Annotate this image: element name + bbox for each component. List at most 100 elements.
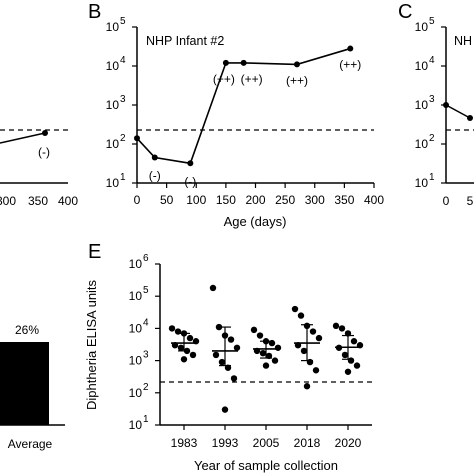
panel-e-data-point <box>271 357 279 364</box>
panel-e-data-point <box>168 325 176 332</box>
panel-e-y-tick-exponent: 2 <box>143 382 149 393</box>
panel-b-x-tick: 0 <box>134 193 141 207</box>
panel-c-y-tick: 10 <box>415 20 429 34</box>
panel-e-letter: E <box>88 241 101 263</box>
panel-e-y-tick: 10 <box>129 386 143 400</box>
panel-b-x-label: Age (days) <box>224 214 287 229</box>
panel-c-title: NH <box>454 34 472 48</box>
panel-e-data-point <box>256 332 264 339</box>
panel-e-y-tick-exponent: 6 <box>143 253 149 264</box>
panel-b-y-tick-exponent: 5 <box>120 16 126 27</box>
panel-e-data-point <box>291 305 299 313</box>
panel-e-data-point <box>306 358 314 366</box>
panel-d-value-label: 26% <box>15 323 39 337</box>
panel-a-series-line <box>0 132 46 144</box>
panel-e-data-point <box>347 357 355 364</box>
panel-a: (-) 300 350 400 <box>0 129 78 208</box>
panel-b-data-point <box>347 45 354 52</box>
panel-e-data-point <box>259 349 267 357</box>
panel-e-data-point <box>338 325 346 332</box>
panel-e-data-point <box>353 362 361 369</box>
panel-b-x-tick: 150 <box>216 193 236 207</box>
panel-b-data-point <box>222 59 229 66</box>
panel-b-annotation: (++) <box>241 72 263 86</box>
panel-b-y-tick-exponent: 1 <box>120 172 126 183</box>
panel-e-data-point <box>212 351 220 359</box>
panel-e-data-point <box>312 367 320 374</box>
panel-c-letter: C <box>398 1 412 23</box>
panel-c-point <box>467 115 473 121</box>
panel-a-point <box>42 130 48 136</box>
panel-e-data-point <box>177 344 185 351</box>
panel-b-y-tick-exponent: 2 <box>120 133 126 144</box>
panel-d-category-label: Average <box>8 437 53 451</box>
panel-b-y-tick: 10 <box>106 59 120 73</box>
panel-b-x-tick: 200 <box>245 193 265 207</box>
panel-e-y-tick: 10 <box>129 321 143 335</box>
panel-b-annotation: (-) <box>149 169 161 183</box>
panel-e-data-point <box>221 406 229 413</box>
panel-e-data-point <box>300 347 308 355</box>
panel-e-data-point <box>262 362 270 369</box>
panel-e-data-point <box>209 284 217 292</box>
panel-e-data-point <box>218 358 226 366</box>
panel-e-data-point <box>189 351 197 359</box>
panel-e-y-tick: 10 <box>129 289 143 303</box>
panel-e: E Diphtheria ELISA units Year of sample … <box>84 241 372 473</box>
panel-b-x-tick: 50 <box>160 193 174 207</box>
panel-e-data-point <box>227 336 235 343</box>
panel-e-data-point <box>309 328 317 335</box>
panel-e-data-point <box>230 375 238 382</box>
panel-b-title: NHP Infant #2 <box>146 34 224 48</box>
panel-e-y-tick-exponent: 4 <box>143 317 149 328</box>
panel-e-y-label: Diphtheria ELISA units <box>84 279 99 410</box>
panel-b-data-point <box>187 160 194 167</box>
panel-c-y-tick: 10 <box>415 59 429 73</box>
panel-e-x-tick: 1993 <box>212 436 239 450</box>
panel-c-y-tick-exponent: 5 <box>429 16 435 27</box>
panel-b-data-point <box>240 59 247 66</box>
panel-b-y-tick: 10 <box>106 20 120 34</box>
panel-d-bar <box>0 342 49 425</box>
panel-b-x-tick: 250 <box>275 193 295 207</box>
panel-b-y-tick-exponent: 4 <box>120 55 126 66</box>
panel-e-data-point <box>303 383 311 390</box>
panel-c-y-tick: 10 <box>415 137 429 151</box>
panel-e-x-tick: 1983 <box>171 436 198 450</box>
panel-e-y-tick-exponent: 5 <box>143 285 149 296</box>
panel-e-y-tick-exponent: 1 <box>143 414 149 425</box>
panel-e-y-tick: 10 <box>129 257 143 271</box>
panel-b-letter: B <box>88 1 101 23</box>
panel-e-data-point <box>186 334 194 342</box>
panel-c-y-tick-exponent: 1 <box>429 172 435 183</box>
panel-b-annotation: (++) <box>213 72 235 86</box>
panel-e-x-tick: 2005 <box>253 436 280 450</box>
panel-e-y-tick: 10 <box>129 354 143 368</box>
panel-b-annotation: (++) <box>339 58 361 72</box>
panel-e-x-label: Year of sample collection <box>194 458 338 473</box>
panel-b-data-point <box>293 61 300 68</box>
panel-e-data-point <box>341 351 349 359</box>
panel-b: B NHP Infant #2 Age (days) 10 110 210 310 41… <box>88 1 384 229</box>
panel-b-y-tick: 10 <box>106 137 120 151</box>
panel-d: 26% Average <box>0 323 65 451</box>
panel-b-x-tick: 300 <box>305 193 325 207</box>
panel-a-x-tick: 300 <box>0 194 16 208</box>
panel-e-data-point <box>332 322 340 330</box>
panel-e-y-tick-exponent: 3 <box>143 350 149 361</box>
panel-e-data-point <box>274 344 282 351</box>
panel-c-series-line <box>445 104 471 119</box>
panel-b-y-tick-exponent: 3 <box>120 94 126 105</box>
panel-c-y-tick-exponent: 2 <box>429 133 435 144</box>
panel-e-data-point <box>350 338 358 345</box>
panel-b-y-tick: 10 <box>106 98 120 112</box>
panel-c-x-tick: 5 <box>467 194 474 208</box>
panel-b-x-tick: 350 <box>334 193 354 207</box>
panel-c-x-tick: 0 <box>443 194 450 208</box>
panel-b-x-tick: 400 <box>364 193 384 207</box>
panel-a-x-tick: 400 <box>58 194 78 208</box>
panel-e-data-point <box>344 368 352 375</box>
panel-a-x-tick: 350 <box>28 194 48 208</box>
